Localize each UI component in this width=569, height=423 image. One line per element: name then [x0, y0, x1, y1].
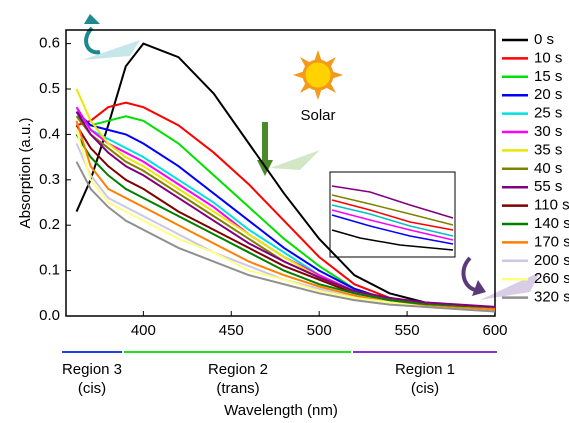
x-tick-label: 600: [482, 322, 507, 339]
legend-label: 320 s: [534, 289, 569, 306]
y-tick-label: 0.2: [39, 216, 60, 233]
region-note: (trans): [216, 380, 259, 397]
legend-label: 55 s: [534, 178, 562, 195]
legend-label: 40 s: [534, 160, 562, 177]
y-tick-label: 0.0: [39, 307, 60, 324]
region-note: (cis): [78, 380, 106, 397]
y-tick-label: 0.4: [39, 125, 60, 142]
y-tick-label: 0.6: [39, 35, 60, 52]
series-line: [75, 42, 496, 311]
series-line: [75, 161, 496, 313]
legend-label: 140 s: [534, 215, 569, 232]
legend-label: 10 s: [534, 49, 562, 66]
x-tick-label: 450: [219, 322, 244, 339]
plot-frame: [65, 29, 496, 317]
x-axis-label: Wavelength (nm): [224, 402, 338, 419]
legend-label: 0 s: [534, 31, 554, 48]
y-tick-label: 0.1: [39, 262, 60, 279]
series-line: [75, 124, 496, 311]
region-label: Region 1: [395, 361, 455, 378]
region-note: (cis): [411, 380, 439, 397]
legend-label: 30 s: [534, 123, 562, 140]
legend-label: 20 s: [534, 86, 562, 103]
series-line: [75, 106, 496, 311]
legend-label: 200 s: [534, 252, 569, 269]
x-tick-label: 550: [395, 322, 420, 339]
legend-label: 15 s: [534, 68, 562, 85]
decoration: [62, 14, 540, 353]
x-tick-label: 400: [131, 322, 156, 339]
legend-label: 170 s: [534, 233, 569, 250]
region-label: Region 3: [62, 361, 122, 378]
region-label: Region 2: [208, 361, 268, 378]
series-line: [75, 133, 496, 311]
series-line: [75, 106, 496, 311]
series-line: [75, 111, 496, 308]
y-tick-label: 0.5: [39, 80, 60, 97]
y-axis-label: Absorption (a.u.): [17, 118, 34, 229]
annotation: Solar: [300, 107, 335, 124]
x-tick-label: 500: [307, 322, 332, 339]
legend-label: 35 s: [534, 141, 562, 158]
legend-label: 110 s: [534, 197, 569, 214]
y-tick-label: 0.3: [39, 171, 60, 188]
legend-label: 260 s: [534, 270, 569, 287]
legend-label: 25 s: [534, 105, 562, 122]
